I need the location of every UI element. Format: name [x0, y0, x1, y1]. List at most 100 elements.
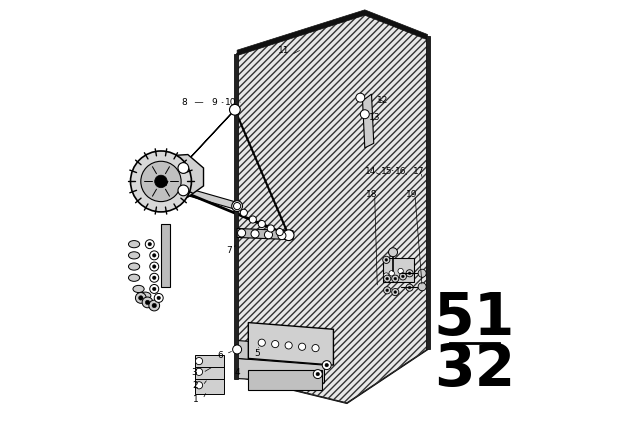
- Text: 19: 19: [406, 190, 417, 199]
- Circle shape: [408, 286, 411, 289]
- Circle shape: [150, 251, 159, 260]
- Polygon shape: [234, 54, 239, 379]
- Text: 8: 8: [182, 98, 188, 107]
- Polygon shape: [237, 10, 428, 56]
- FancyBboxPatch shape: [195, 355, 224, 367]
- Circle shape: [152, 303, 157, 308]
- Text: 14: 14: [365, 167, 376, 176]
- Circle shape: [152, 265, 156, 268]
- Circle shape: [401, 275, 404, 278]
- Circle shape: [237, 229, 246, 237]
- Circle shape: [195, 382, 203, 389]
- Circle shape: [152, 287, 156, 291]
- Text: 7: 7: [163, 181, 168, 187]
- Circle shape: [399, 273, 406, 280]
- Circle shape: [298, 343, 306, 350]
- Circle shape: [406, 270, 413, 277]
- Circle shape: [155, 175, 167, 188]
- Circle shape: [232, 201, 243, 211]
- Circle shape: [394, 277, 397, 280]
- Circle shape: [392, 289, 399, 296]
- Circle shape: [314, 370, 323, 379]
- Polygon shape: [248, 323, 333, 365]
- Ellipse shape: [129, 241, 140, 248]
- Circle shape: [145, 240, 154, 249]
- Circle shape: [392, 251, 394, 254]
- Text: 32: 32: [434, 341, 515, 398]
- Circle shape: [408, 272, 411, 275]
- Circle shape: [276, 228, 284, 236]
- Circle shape: [392, 275, 399, 282]
- Text: 9: 9: [211, 98, 217, 107]
- FancyBboxPatch shape: [195, 365, 224, 379]
- Circle shape: [267, 225, 275, 232]
- Circle shape: [406, 284, 413, 291]
- Polygon shape: [248, 370, 323, 390]
- Circle shape: [258, 339, 266, 346]
- Circle shape: [385, 258, 388, 261]
- Circle shape: [278, 232, 286, 240]
- Ellipse shape: [129, 263, 140, 270]
- Circle shape: [230, 104, 240, 115]
- Polygon shape: [172, 184, 240, 211]
- Polygon shape: [383, 258, 414, 282]
- Circle shape: [150, 273, 159, 282]
- Ellipse shape: [140, 292, 151, 299]
- Text: 6: 6: [218, 351, 223, 360]
- Circle shape: [386, 289, 388, 292]
- Circle shape: [141, 161, 181, 202]
- Circle shape: [312, 345, 319, 352]
- Circle shape: [258, 220, 266, 228]
- Text: 18: 18: [366, 190, 377, 199]
- Circle shape: [285, 342, 292, 349]
- Ellipse shape: [129, 252, 140, 259]
- Polygon shape: [237, 340, 324, 365]
- Circle shape: [234, 202, 241, 210]
- Text: 17: 17: [413, 167, 424, 176]
- Text: 3: 3: [191, 368, 196, 377]
- Circle shape: [389, 271, 394, 276]
- Circle shape: [284, 230, 294, 241]
- Circle shape: [150, 284, 159, 293]
- Circle shape: [251, 230, 259, 238]
- Circle shape: [398, 268, 403, 274]
- Circle shape: [131, 151, 191, 212]
- Circle shape: [383, 275, 391, 282]
- Text: 7: 7: [227, 246, 232, 255]
- Circle shape: [383, 256, 390, 263]
- Circle shape: [325, 363, 328, 367]
- Polygon shape: [152, 155, 204, 197]
- Polygon shape: [362, 94, 374, 148]
- Circle shape: [142, 297, 153, 308]
- Circle shape: [240, 209, 248, 216]
- Circle shape: [152, 254, 156, 257]
- Text: 10: 10: [225, 98, 236, 107]
- Text: 51: 51: [434, 289, 515, 347]
- Circle shape: [178, 185, 189, 196]
- FancyBboxPatch shape: [195, 376, 224, 394]
- Text: 16: 16: [395, 167, 406, 176]
- Text: 12: 12: [377, 96, 388, 105]
- Circle shape: [139, 296, 143, 300]
- Polygon shape: [426, 36, 430, 349]
- Circle shape: [394, 291, 397, 293]
- Polygon shape: [237, 228, 293, 240]
- Circle shape: [356, 93, 365, 102]
- Circle shape: [386, 277, 388, 280]
- Circle shape: [316, 372, 319, 376]
- Circle shape: [249, 216, 257, 223]
- Ellipse shape: [133, 285, 144, 293]
- Circle shape: [418, 269, 426, 277]
- Circle shape: [150, 262, 159, 271]
- Circle shape: [383, 287, 391, 294]
- Circle shape: [233, 345, 242, 354]
- Circle shape: [383, 273, 389, 278]
- Circle shape: [389, 249, 397, 256]
- Polygon shape: [171, 106, 239, 178]
- Circle shape: [149, 300, 159, 311]
- Circle shape: [418, 283, 426, 291]
- Text: 4: 4: [235, 368, 241, 377]
- Circle shape: [178, 163, 189, 173]
- Circle shape: [271, 340, 279, 348]
- Circle shape: [195, 358, 203, 365]
